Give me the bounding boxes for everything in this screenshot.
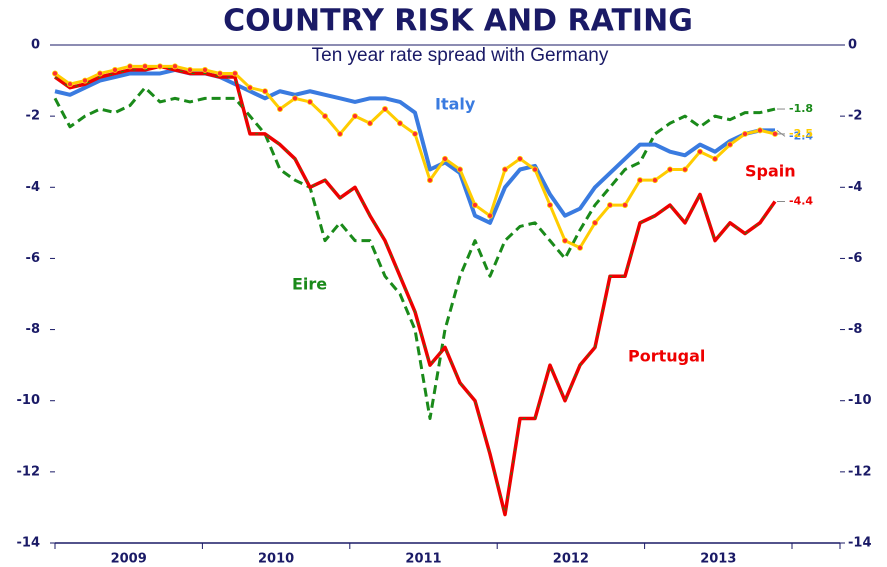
x-tick-label: 2012 — [553, 552, 589, 567]
series-dot — [276, 106, 283, 113]
series-dot — [411, 130, 418, 137]
series-dot — [486, 212, 493, 219]
series-dot — [291, 95, 298, 102]
series-dot — [366, 120, 373, 127]
y-tick-label: -2 — [26, 109, 40, 124]
series-dot — [156, 63, 163, 70]
series-name: Portugal — [628, 347, 705, 366]
series-dot — [637, 177, 644, 184]
series-dot — [727, 141, 734, 148]
series-dot — [97, 70, 104, 77]
series-dot — [441, 155, 448, 162]
series-dot — [562, 237, 569, 244]
y2-tick-label: 0 — [848, 38, 857, 53]
y-tick-label: -6 — [26, 251, 40, 266]
series-name: Italy — [435, 95, 476, 114]
y2-tick-label: -6 — [848, 251, 862, 266]
series-dot — [501, 166, 508, 173]
series-dot — [216, 70, 223, 77]
y-tick-label: -10 — [17, 393, 41, 408]
y2-tick-label: -10 — [848, 393, 872, 408]
series-dot — [306, 98, 313, 105]
y-tick-label: -8 — [26, 322, 40, 337]
series-dot — [246, 84, 253, 91]
x-tick-label: 2013 — [700, 552, 736, 567]
end-value-label: -1.8 — [789, 102, 813, 115]
series-dot — [682, 166, 689, 173]
series-dot — [261, 88, 268, 95]
y2-tick-label: -12 — [848, 464, 872, 479]
series-dot — [712, 155, 719, 162]
series-dot — [577, 244, 584, 251]
series-dot — [351, 113, 358, 120]
series-dot — [67, 81, 74, 88]
end-value-label: -2.5 — [789, 127, 813, 140]
series-dot — [532, 166, 539, 173]
series-dot — [112, 66, 119, 73]
y2-tick-label: -8 — [848, 322, 862, 337]
chart-subtitle: Ten year rate spread with Germany — [312, 45, 609, 66]
series-dot — [231, 70, 238, 77]
series-dot — [426, 177, 433, 184]
series-dot — [321, 113, 328, 120]
series-dot — [456, 166, 463, 173]
series-line — [54, 64, 776, 250]
series-name: Spain — [745, 162, 796, 181]
series-dot — [82, 77, 89, 84]
series-dot — [336, 130, 343, 137]
series-dot — [52, 70, 59, 77]
y2-tick-label: -4 — [848, 180, 862, 195]
chart-title: COUNTRY RISK AND RATING — [223, 4, 693, 39]
end-value-label: -4.4 — [789, 195, 813, 208]
series-dot — [127, 63, 134, 70]
x-tick-label: 2011 — [405, 552, 441, 567]
series-dot — [757, 127, 764, 134]
series-dot — [607, 202, 614, 209]
series-dot — [471, 202, 478, 209]
end-value-label: -2.4 — [789, 129, 813, 142]
end-leader — [776, 129, 786, 137]
series-dot — [622, 202, 629, 209]
series-line — [54, 67, 775, 225]
series-dot — [186, 66, 193, 73]
series-dot — [201, 66, 208, 73]
y-tick-label: -4 — [26, 180, 40, 195]
series-dot — [396, 120, 403, 127]
series-dot — [517, 155, 524, 162]
series-dot — [171, 63, 178, 70]
series-dot — [592, 219, 599, 226]
y2-tick-label: -2 — [848, 109, 862, 124]
y-tick-label: 0 — [31, 38, 40, 53]
series-dot — [667, 166, 674, 173]
series-dot — [772, 130, 779, 137]
series-dot — [742, 130, 749, 137]
series-dot — [381, 106, 388, 113]
y2-tick-label: -14 — [848, 536, 872, 551]
y-tick-label: -14 — [17, 536, 41, 551]
series-dot — [141, 63, 148, 70]
series-dot — [547, 202, 554, 209]
y-tick-label: -12 — [17, 464, 41, 479]
series-dot — [652, 177, 659, 184]
series-line-shadow — [54, 65, 776, 515]
x-tick-label: 2010 — [258, 552, 294, 567]
x-tick-label: 2009 — [111, 552, 147, 567]
series-name: Eire — [292, 275, 327, 294]
series-line — [53, 86, 776, 420]
series-dot — [697, 148, 704, 155]
